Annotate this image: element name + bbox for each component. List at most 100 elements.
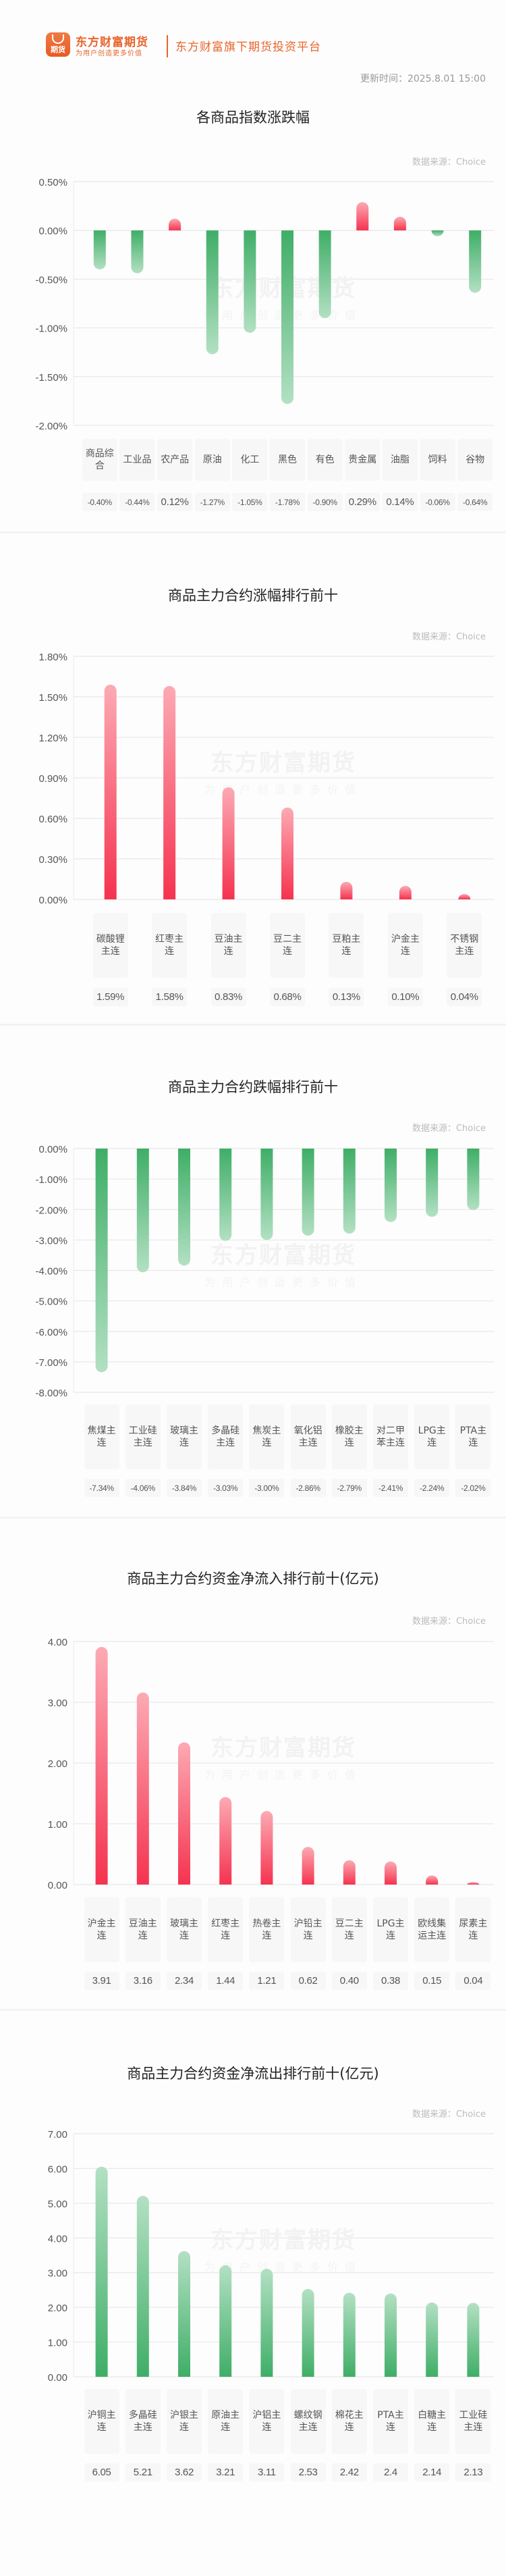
data-source: 数据来源：Choice [412, 1616, 486, 1627]
category-label: 白糖主连 [414, 2389, 450, 2454]
value-label: 2.14 [414, 2463, 450, 2481]
bar [302, 1847, 314, 1885]
bar [385, 1149, 397, 1222]
category-label: 豆二主连 [331, 1897, 367, 1962]
category-label: 化工 [232, 439, 268, 481]
category-label: 沪金主连 [84, 1897, 119, 1962]
category-label: LPG主连 [373, 1897, 408, 1962]
svg-text:0.00%: 0.00% [38, 226, 67, 237]
bar [467, 1149, 480, 1211]
svg-text:东方财富期货: 东方财富期货 [210, 1735, 356, 1762]
category-label: 多晶硅主连 [125, 2389, 161, 2454]
svg-text:0.50%: 0.50% [38, 177, 67, 188]
svg-text:-8.00%: -8.00% [35, 1388, 67, 1399]
bar [222, 787, 235, 899]
value-label: -3.00% [249, 1479, 285, 1497]
svg-text:1.80%: 1.80% [38, 652, 67, 663]
category-label: 原油 [194, 439, 230, 481]
value-label: -1.27% [194, 493, 230, 511]
category-label: 豆油主连 [125, 1897, 161, 1962]
value-label: 0.38 [373, 1972, 408, 1990]
category-label: 谷物 [457, 439, 493, 481]
category-label: 黑色 [270, 439, 305, 481]
category-label: 豆二主连 [270, 913, 305, 978]
svg-text:-4.00%: -4.00% [35, 1266, 67, 1278]
bar [104, 685, 117, 899]
value-label: 0.29% [345, 493, 381, 511]
brand-logo-icon: 期货 [46, 32, 70, 57]
svg-text:0.00: 0.00 [48, 2372, 67, 2384]
category-label: 欧线集运主连 [414, 1897, 450, 1962]
value-label: 3.21 [208, 2463, 244, 2481]
category-label: 工业硅主连 [455, 2389, 491, 2454]
value-label: -0.64% [457, 493, 493, 511]
category-label: 红枣主连 [152, 913, 188, 978]
bar [219, 2265, 232, 2377]
bar [340, 882, 353, 899]
svg-text:4.00: 4.00 [48, 1637, 67, 1648]
value-label: 2.53 [290, 2463, 326, 2481]
section-divider [0, 2009, 506, 2011]
svg-text:-6.00%: -6.00% [35, 1327, 67, 1338]
category-label: 豆粕主连 [329, 913, 364, 978]
value-label: 0.12% [157, 493, 193, 511]
chart-title: 各商品指数涨跌幅 [196, 109, 310, 126]
value-label: 0.04 [455, 1972, 491, 1990]
svg-text:为用户创造更多价值: 为用户创造更多价值 [204, 1276, 362, 1289]
bar [95, 1647, 108, 1885]
svg-text:0.00: 0.00 [48, 1880, 67, 1891]
bar [131, 230, 144, 273]
value-label: 5.21 [125, 2463, 161, 2481]
svg-text:0.00%: 0.00% [38, 895, 67, 906]
page-header: 期货 东方财富期货 为用户创造更多价值 东方财富旗下期货投资平台 更新时间：20… [0, 0, 506, 88]
category-label: 豆油主连 [210, 913, 246, 978]
value-label: -1.78% [270, 493, 305, 511]
svg-text:1.50%: 1.50% [38, 692, 67, 704]
category-label: 农产品 [157, 439, 193, 481]
svg-text:3.00: 3.00 [48, 1698, 67, 1709]
category-label: PTA主连 [373, 2389, 408, 2454]
svg-text:6.00: 6.00 [48, 2163, 67, 2175]
bar [281, 230, 293, 404]
value-label: 1.58% [152, 988, 188, 1006]
value-label: -0.44% [119, 493, 155, 511]
value-label: -2.24% [414, 1479, 450, 1497]
category-label: 商品综合 [82, 439, 117, 481]
value-label: -0.90% [307, 493, 343, 511]
value-label: -2.79% [331, 1479, 367, 1497]
bar [426, 2302, 439, 2377]
category-label: 玻璃主连 [167, 1897, 202, 1962]
value-label: 3.91 [84, 1972, 119, 1990]
category-label: 氧化铝主连 [290, 1404, 326, 1469]
chart-title: 商品主力合约跌幅排行前十 [168, 1079, 338, 1095]
brand-tagline: 东方财富旗下期货投资平台 [175, 41, 321, 54]
bar [385, 2293, 397, 2377]
category-label: PTA主连 [455, 1404, 491, 1469]
bar [219, 1149, 232, 1241]
bar [93, 230, 106, 269]
value-label: -1.05% [232, 493, 268, 511]
svg-text:-1.00%: -1.00% [35, 323, 67, 335]
category-label: 螺纹钢主连 [290, 2389, 326, 2454]
bar [178, 1742, 190, 1885]
category-label: 红枣主连 [208, 1897, 244, 1962]
category-label: 对二甲苯主连 [373, 1404, 408, 1469]
bar [426, 1149, 439, 1217]
bar [136, 1149, 149, 1273]
svg-text:东方财富期货: 东方财富期货 [210, 2227, 356, 2254]
bar [206, 230, 219, 354]
svg-text:2.00: 2.00 [48, 1758, 67, 1770]
data-source: 数据来源：Choice [412, 1124, 486, 1134]
svg-text:3.00: 3.00 [48, 2268, 67, 2280]
svg-text:5.00: 5.00 [48, 2199, 67, 2210]
value-label: -0.06% [420, 493, 455, 511]
update-time: 更新时间：2025.8.01 15:00 [360, 74, 486, 84]
bar [163, 686, 176, 899]
value-label: -2.02% [455, 1479, 491, 1497]
value-label: -3.03% [208, 1479, 244, 1497]
bar [178, 2251, 190, 2377]
category-label: 贵金属 [345, 439, 381, 481]
svg-text:为用户创造更多价值: 为用户创造更多价值 [204, 783, 362, 796]
category-label: 碳酸锂主连 [92, 913, 128, 978]
value-label: 2.42 [331, 2463, 367, 2481]
